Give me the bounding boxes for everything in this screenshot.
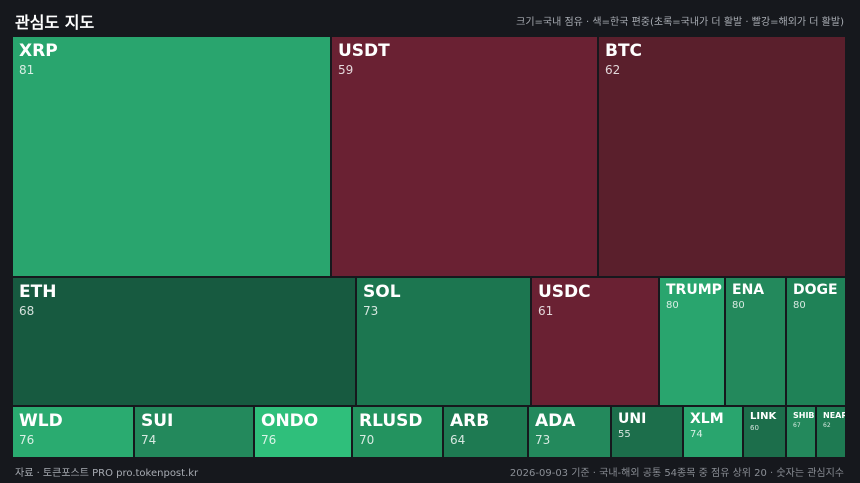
tile-symbol: XRP: [19, 41, 58, 61]
tile-value: 74: [141, 433, 157, 447]
treemap-tile-btc[interactable]: BTC 62: [598, 36, 846, 277]
tile-value: 80: [666, 300, 679, 311]
treemap-tile-trump[interactable]: TRUMP 80: [659, 277, 725, 406]
tile-symbol: WLD: [19, 411, 63, 431]
treemap-tile-xrp[interactable]: XRP 81: [12, 36, 331, 277]
footnote-text: 2026-09-03 기준 · 국내-해외 공통 54종목 중 점유 상위 20…: [509, 468, 844, 479]
tile-value: 73: [535, 433, 551, 447]
treemap-tile-near[interactable]: NEAR 62: [816, 406, 846, 458]
treemap-tile-sui[interactable]: SUI 74: [134, 406, 254, 458]
tile-value: 62: [605, 63, 621, 77]
treemap-tile-sol[interactable]: SOL 73: [356, 277, 531, 406]
tile-symbol: SHIB: [793, 411, 815, 420]
tile-symbol: XLM: [690, 411, 724, 427]
treemap-tile-shib[interactable]: SHIB 67: [786, 406, 816, 458]
tile-value: 64: [450, 433, 466, 447]
tile-symbol: USDT: [338, 41, 390, 61]
tile-value: 68: [19, 304, 35, 318]
tile-value: 59: [338, 63, 354, 77]
tile-symbol: DOGE: [793, 282, 838, 298]
tile-symbol: SOL: [363, 282, 401, 302]
tile-symbol: ARB: [450, 411, 490, 431]
treemap-tile-doge[interactable]: DOGE 80: [786, 277, 846, 406]
treemap-tile-uni[interactable]: UNI 55: [611, 406, 683, 458]
tile-symbol: ADA: [535, 411, 576, 431]
tile-value: 80: [793, 300, 806, 311]
legend-text: 크기=국내 점유 · 색=한국 편중(초록=국내가 더 활발 · 빨강=해외가 …: [516, 17, 844, 28]
tile-symbol: BTC: [605, 41, 643, 61]
treemap-tile-arb[interactable]: ARB 64: [443, 406, 528, 458]
tile-value: 76: [261, 433, 277, 447]
tile-value: 81: [19, 63, 35, 77]
treemap-tile-link[interactable]: LINK 60: [743, 406, 786, 458]
tile-value: 74: [690, 429, 703, 440]
tile-symbol: LINK: [750, 411, 777, 422]
tile-value: 60: [750, 424, 759, 432]
treemap-tile-wld[interactable]: WLD 76: [12, 406, 134, 458]
treemap-tile-eth[interactable]: ETH 68: [12, 277, 356, 406]
tile-symbol: UNI: [618, 411, 647, 427]
treemap-tile-ondo[interactable]: ONDO 76: [254, 406, 352, 458]
chart-title: 관심도 지도: [15, 13, 95, 32]
tile-symbol: SUI: [141, 411, 174, 431]
tile-symbol: ONDO: [261, 411, 319, 431]
tile-value: 55: [618, 429, 631, 440]
tile-symbol: RLUSD: [359, 411, 423, 431]
tile-symbol: NEAR: [823, 411, 846, 420]
tile-symbol: USDC: [538, 282, 591, 302]
tile-value: 80: [732, 300, 745, 311]
treemap-tile-ada[interactable]: ADA 73: [528, 406, 611, 458]
tile-symbol: TRUMP: [666, 282, 722, 298]
treemap-tile-ena[interactable]: ENA 80: [725, 277, 786, 406]
tile-value: 67: [793, 422, 801, 429]
tile-symbol: ENA: [732, 282, 765, 298]
tile-value: 62: [823, 422, 831, 429]
treemap-tile-usdc[interactable]: USDC 61: [531, 277, 659, 406]
tile-symbol: ETH: [19, 282, 57, 302]
tile-value: 76: [19, 433, 35, 447]
tile-value: 61: [538, 304, 554, 318]
treemap-tile-rlusd[interactable]: RLUSD 70: [352, 406, 443, 458]
treemap-tile-xlm[interactable]: XLM 74: [683, 406, 743, 458]
source-text: 자료 · 토큰포스트 PRO pro.tokenpost.kr: [15, 468, 199, 479]
tile-value: 73: [363, 304, 379, 318]
treemap: XRP 81 USDT 59 BTC 62 ETH 68 SOL 73 USDC 61 TRUMP 80 E…: [12, 36, 846, 458]
treemap-tile-usdt[interactable]: USDT 59: [331, 36, 598, 277]
tile-value: 70: [359, 433, 375, 447]
